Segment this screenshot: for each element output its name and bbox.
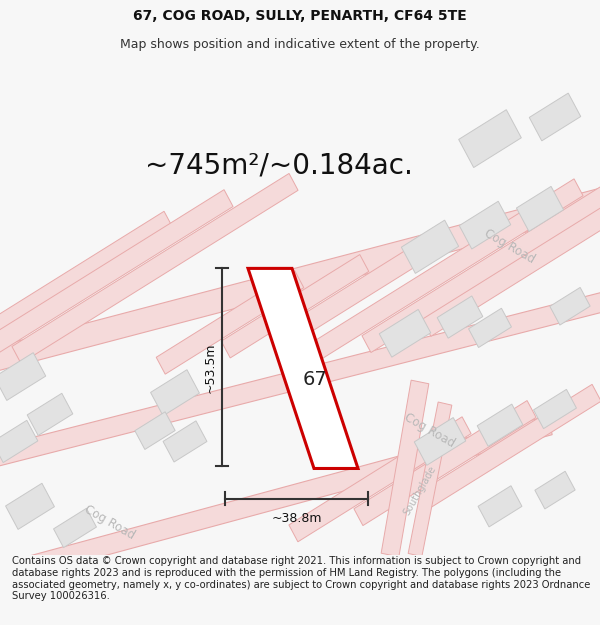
Polygon shape [354, 401, 536, 526]
Polygon shape [156, 271, 304, 374]
Polygon shape [459, 201, 511, 249]
Polygon shape [135, 412, 175, 449]
Text: ~38.8m: ~38.8m [271, 512, 322, 525]
Polygon shape [379, 309, 431, 357]
Polygon shape [550, 288, 590, 325]
Polygon shape [297, 179, 583, 369]
Text: ~745m²/~0.184ac.: ~745m²/~0.184ac. [145, 152, 413, 179]
Polygon shape [408, 402, 452, 557]
Polygon shape [286, 238, 434, 342]
Polygon shape [478, 486, 522, 527]
Polygon shape [535, 471, 575, 509]
Polygon shape [0, 421, 38, 462]
Polygon shape [362, 162, 600, 352]
Polygon shape [381, 380, 429, 557]
Polygon shape [248, 268, 358, 469]
Polygon shape [0, 416, 552, 597]
Polygon shape [401, 220, 458, 273]
Polygon shape [163, 421, 207, 462]
Polygon shape [458, 110, 521, 168]
Polygon shape [53, 508, 97, 548]
Polygon shape [419, 384, 600, 509]
Text: Southglade: Southglade [402, 464, 438, 517]
Text: Cog Road: Cog Road [82, 503, 137, 542]
Text: ~53.5m: ~53.5m [203, 342, 217, 392]
Text: 67, COG ROAD, SULLY, PENARTH, CF64 5TE: 67, COG ROAD, SULLY, PENARTH, CF64 5TE [133, 9, 467, 23]
Polygon shape [0, 211, 173, 401]
Polygon shape [289, 417, 471, 542]
Polygon shape [517, 186, 563, 231]
Text: 67: 67 [302, 370, 328, 389]
Polygon shape [0, 176, 600, 382]
Polygon shape [0, 281, 600, 478]
Polygon shape [0, 189, 233, 379]
Polygon shape [422, 146, 600, 336]
Polygon shape [529, 93, 581, 141]
Text: Cog Road: Cog Road [403, 411, 458, 450]
Polygon shape [5, 483, 55, 529]
Polygon shape [414, 418, 466, 466]
Polygon shape [477, 404, 523, 446]
Polygon shape [221, 254, 369, 358]
Text: Contains OS data © Crown copyright and database right 2021. This information is : Contains OS data © Crown copyright and d… [12, 556, 590, 601]
Polygon shape [27, 393, 73, 436]
Polygon shape [12, 174, 298, 363]
Polygon shape [437, 296, 483, 338]
Polygon shape [533, 389, 577, 429]
Text: Cog Road: Cog Road [482, 227, 538, 266]
Text: Map shows position and indicative extent of the property.: Map shows position and indicative extent… [120, 38, 480, 51]
Polygon shape [151, 370, 199, 416]
Polygon shape [0, 352, 46, 401]
Polygon shape [469, 308, 511, 348]
